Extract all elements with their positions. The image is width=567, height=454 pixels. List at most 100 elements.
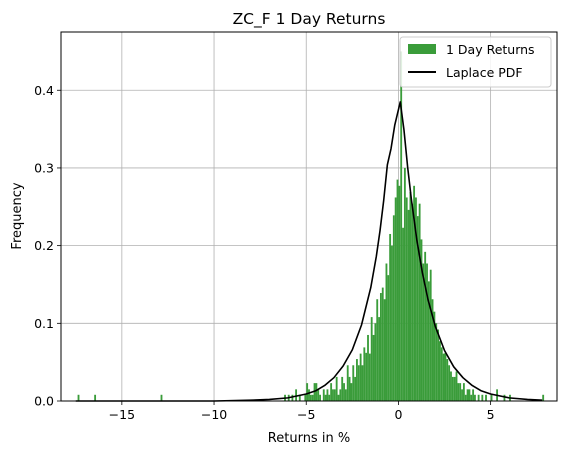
- histogram-bar: [418, 203, 421, 401]
- histogram-bar: [477, 394, 480, 401]
- histogram-bar: [306, 383, 309, 401]
- histogram-bar: [324, 394, 327, 401]
- histogram-bar: [433, 311, 436, 401]
- histogram-bar: [291, 394, 294, 401]
- histogram-bar: [485, 394, 487, 401]
- histogram-bar: [464, 394, 467, 401]
- histogram-bar: [322, 389, 325, 401]
- histogram-bar: [337, 394, 340, 401]
- histogram-bar: [440, 347, 443, 401]
- histogram-bar: [352, 365, 355, 401]
- histogram-bar: [462, 383, 465, 401]
- histogram-bar: [422, 263, 425, 401]
- histogram-bar: [304, 394, 307, 401]
- histogram-bar: [357, 365, 360, 401]
- histogram-bar: [474, 394, 476, 401]
- histogram-bar: [365, 352, 368, 401]
- histogram-bar: [319, 394, 321, 401]
- histogram-bar: [466, 389, 469, 401]
- histogram-bar: [446, 359, 449, 401]
- histogram-bar: [409, 192, 412, 401]
- legend-box: [399, 36, 552, 88]
- histogram-bar: [376, 299, 379, 401]
- histogram-bar: [383, 299, 386, 401]
- histogram-bar: [317, 389, 320, 401]
- x-axis-label: Returns in %: [268, 431, 350, 446]
- histogram-bar: [354, 376, 357, 401]
- histogram-bar: [429, 269, 432, 401]
- plot-frame: [60, 31, 558, 402]
- histogram-bar: [339, 389, 342, 401]
- histogram-bar: [427, 281, 430, 401]
- legend: 1 Day Returns Laplace PDF: [399, 36, 552, 88]
- y-tick-label: 0.0: [34, 394, 54, 409]
- histogram-bar: [437, 329, 439, 401]
- histogram-bar: [308, 389, 310, 401]
- histogram-bars: [77, 51, 545, 401]
- histogram-bar: [392, 215, 395, 401]
- histogram-bar: [374, 323, 377, 401]
- histogram-bar: [398, 185, 401, 401]
- y-tick-label: 0.4: [34, 83, 54, 98]
- histogram-bar: [435, 323, 438, 401]
- histogram-bar: [332, 389, 334, 401]
- histogram-bar: [313, 383, 316, 401]
- legend-label-laplace: Laplace PDF: [446, 65, 523, 80]
- legend-label-returns: 1 Day Returns: [446, 42, 535, 57]
- histogram-bar: [356, 359, 358, 401]
- histogram-bar: [424, 251, 427, 401]
- histogram-bar: [328, 394, 331, 401]
- histogram-bar: [311, 394, 314, 401]
- histogram-bar: [470, 394, 473, 401]
- histogram-bar: [442, 353, 445, 401]
- x-tick-label: −5: [297, 407, 315, 422]
- histogram-bar: [403, 167, 406, 401]
- histogram-bar: [385, 263, 388, 401]
- histogram-bar: [402, 227, 404, 401]
- histogram-bar: [431, 299, 434, 401]
- histogram-bar: [346, 365, 349, 401]
- histogram-bar: [448, 365, 451, 401]
- y-axis-label: Frequency: [10, 182, 25, 249]
- histogram-bar: [359, 353, 362, 401]
- histogram-bar: [396, 179, 399, 401]
- laplace-pdf-line: [75, 101, 543, 402]
- histogram-bar: [416, 216, 419, 401]
- x-tick-label: 0: [394, 407, 402, 422]
- histogram-bar: [426, 263, 428, 401]
- histogram-bar: [459, 383, 462, 401]
- histogram-bar: [330, 383, 333, 401]
- histogram-bar: [461, 389, 463, 401]
- histogram-bar: [348, 376, 351, 401]
- histogram-bar: [453, 376, 456, 401]
- histogram-bar: [413, 185, 416, 401]
- histogram-bar: [438, 341, 441, 401]
- histogram-bar: [326, 389, 329, 401]
- histogram-bar: [450, 371, 452, 401]
- histogram-bar: [309, 394, 312, 401]
- histogram-bar: [455, 371, 458, 401]
- histogram-bar: [444, 352, 447, 401]
- legend-swatch-returns: [408, 44, 436, 54]
- x-tick-label: −10: [201, 407, 227, 422]
- histogram-bar: [394, 197, 397, 401]
- histogram-bar: [333, 389, 336, 401]
- y-axis: 0.0 0.1 0.2 0.3 0.4: [34, 83, 61, 409]
- histogram-bar: [415, 197, 417, 401]
- histogram-bar: [370, 317, 373, 401]
- histogram-bar: [381, 287, 384, 401]
- x-tick-label: 5: [487, 407, 495, 422]
- histogram-bar: [400, 51, 403, 401]
- histogram-bar: [315, 383, 318, 401]
- y-tick-label: 0.3: [34, 160, 54, 175]
- histogram-bar: [343, 383, 345, 401]
- x-tick-label: −15: [109, 407, 135, 422]
- chart-title: ZC_F 1 Day Returns: [233, 10, 386, 29]
- histogram-bar: [411, 203, 414, 401]
- histogram-bar: [387, 275, 390, 401]
- histogram-bar: [378, 317, 380, 401]
- histogram-bar: [341, 376, 344, 401]
- histogram-bar: [94, 394, 97, 401]
- histogram-bar: [481, 394, 484, 401]
